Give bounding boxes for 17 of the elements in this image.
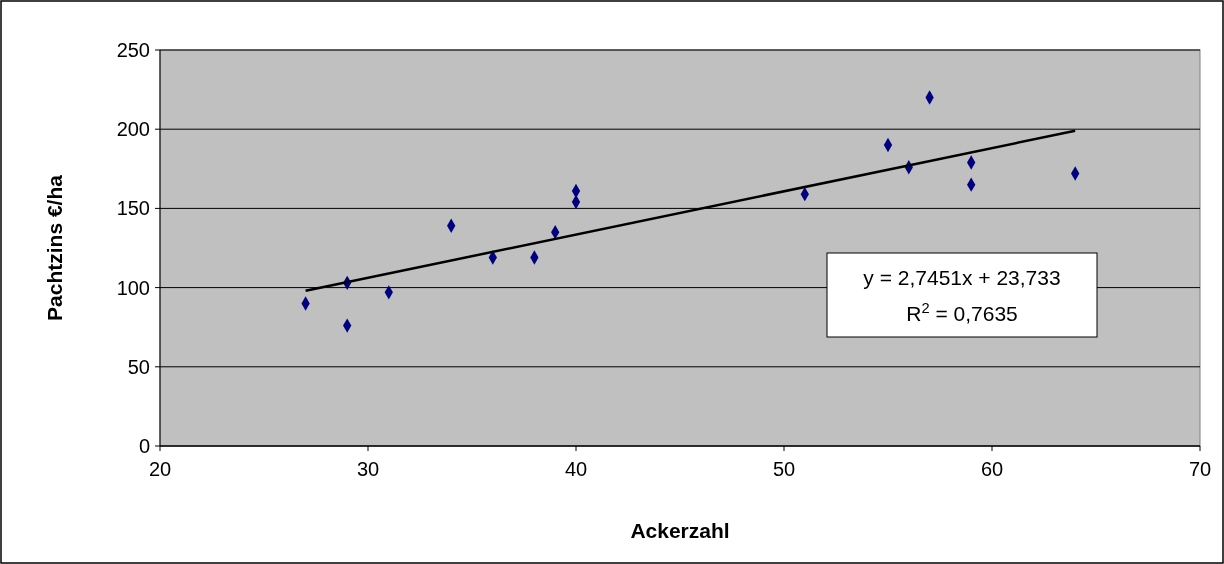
equation-box: y = 2,7451x + 23,733 R$^{2}$ = 0,7635 xyxy=(826,252,1098,338)
y-tick-label: 250 xyxy=(116,39,150,61)
y-tick-label: 150 xyxy=(116,197,150,220)
y-tick-label: 200 xyxy=(116,118,150,141)
x-tick-label: 60 xyxy=(980,458,1004,480)
annotation: R$^{2}$ = 0,7635 xyxy=(906,300,1018,325)
y-tick-label: 0 xyxy=(138,435,150,457)
y-tick-label: 50 xyxy=(127,355,150,378)
x-tick-label: 20 xyxy=(148,458,172,480)
x-tick-label: 30 xyxy=(356,458,380,480)
x-tick-label: 70 xyxy=(1188,458,1212,480)
x-tick-label: 40 xyxy=(564,458,588,480)
y-axis-title: Pachtzins €/ha xyxy=(43,174,66,321)
annotation: y = 2,7451x + 23,733 xyxy=(863,266,1061,289)
x-axis-title: Ackerzahl xyxy=(630,519,730,542)
y-tick-label: 100 xyxy=(116,276,150,299)
x-tick-label: 50 xyxy=(772,458,796,480)
